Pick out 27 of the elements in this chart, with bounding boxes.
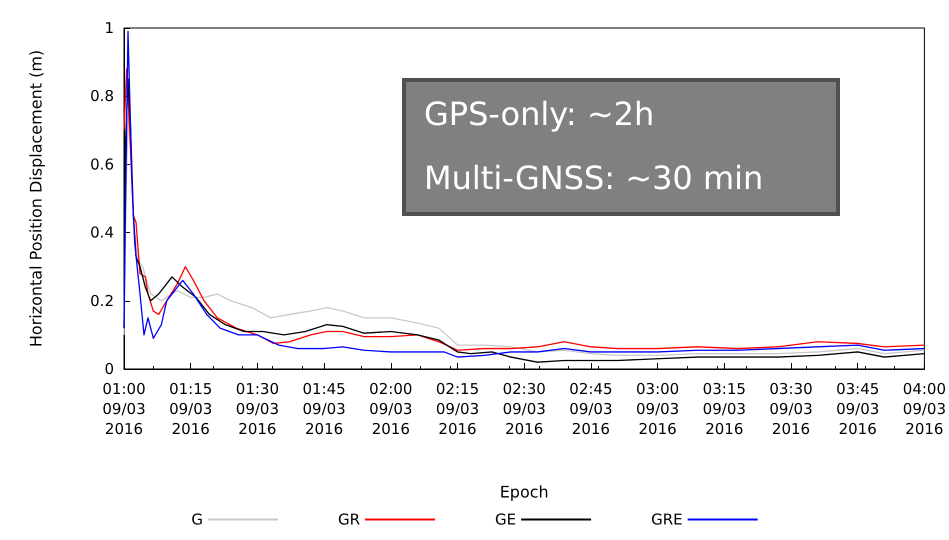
x-axis-title: Epoch — [500, 482, 549, 502]
x-tick-label: 02:45 09/03 2016 — [569, 380, 613, 438]
legend-label: GE — [495, 510, 516, 528]
x-tick-label: 02:30 09/03 2016 — [502, 380, 546, 438]
y-tick-label: 0.8 — [90, 87, 114, 106]
x-tick-label: 03:45 09/03 2016 — [836, 380, 880, 438]
x-tick-label: 01:45 09/03 2016 — [302, 380, 346, 438]
x-tick-label: 02:00 09/03 2016 — [369, 380, 412, 438]
x-tick-label: 01:15 09/03 2016 — [169, 380, 212, 438]
annotation: GPS-only: ~2h — [424, 95, 654, 133]
x-tick-label: 02:15 09/03 2016 — [436, 380, 480, 438]
y-tick-label: 0 — [104, 360, 114, 378]
x-tick-label: 03:30 09/03 2016 — [769, 380, 813, 438]
x-tick-label: 04:00 09/03 2016 — [902, 380, 946, 438]
x-tick-label: 03:15 09/03 2016 — [702, 380, 746, 438]
y-tick-label: 0.6 — [90, 155, 114, 174]
x-tick-label: 01:30 09/03 2016 — [236, 380, 280, 438]
legend-label: GR — [338, 510, 360, 528]
annotation: Multi-GNSS: ~30 min — [424, 159, 764, 197]
x-tick-label: 03:00 09/03 2016 — [636, 380, 680, 438]
y-tick-label: 0.2 — [90, 292, 114, 310]
y-tick-label: 0.4 — [90, 224, 114, 242]
legend-label: G — [191, 510, 203, 528]
y-axis-title: Horizontal Position Displacement (m) — [26, 50, 46, 348]
y-tick-label: 1 — [104, 19, 114, 37]
legend-label: GRE — [651, 510, 683, 528]
x-tick-label: 01:00 09/03 2016 — [102, 380, 146, 438]
